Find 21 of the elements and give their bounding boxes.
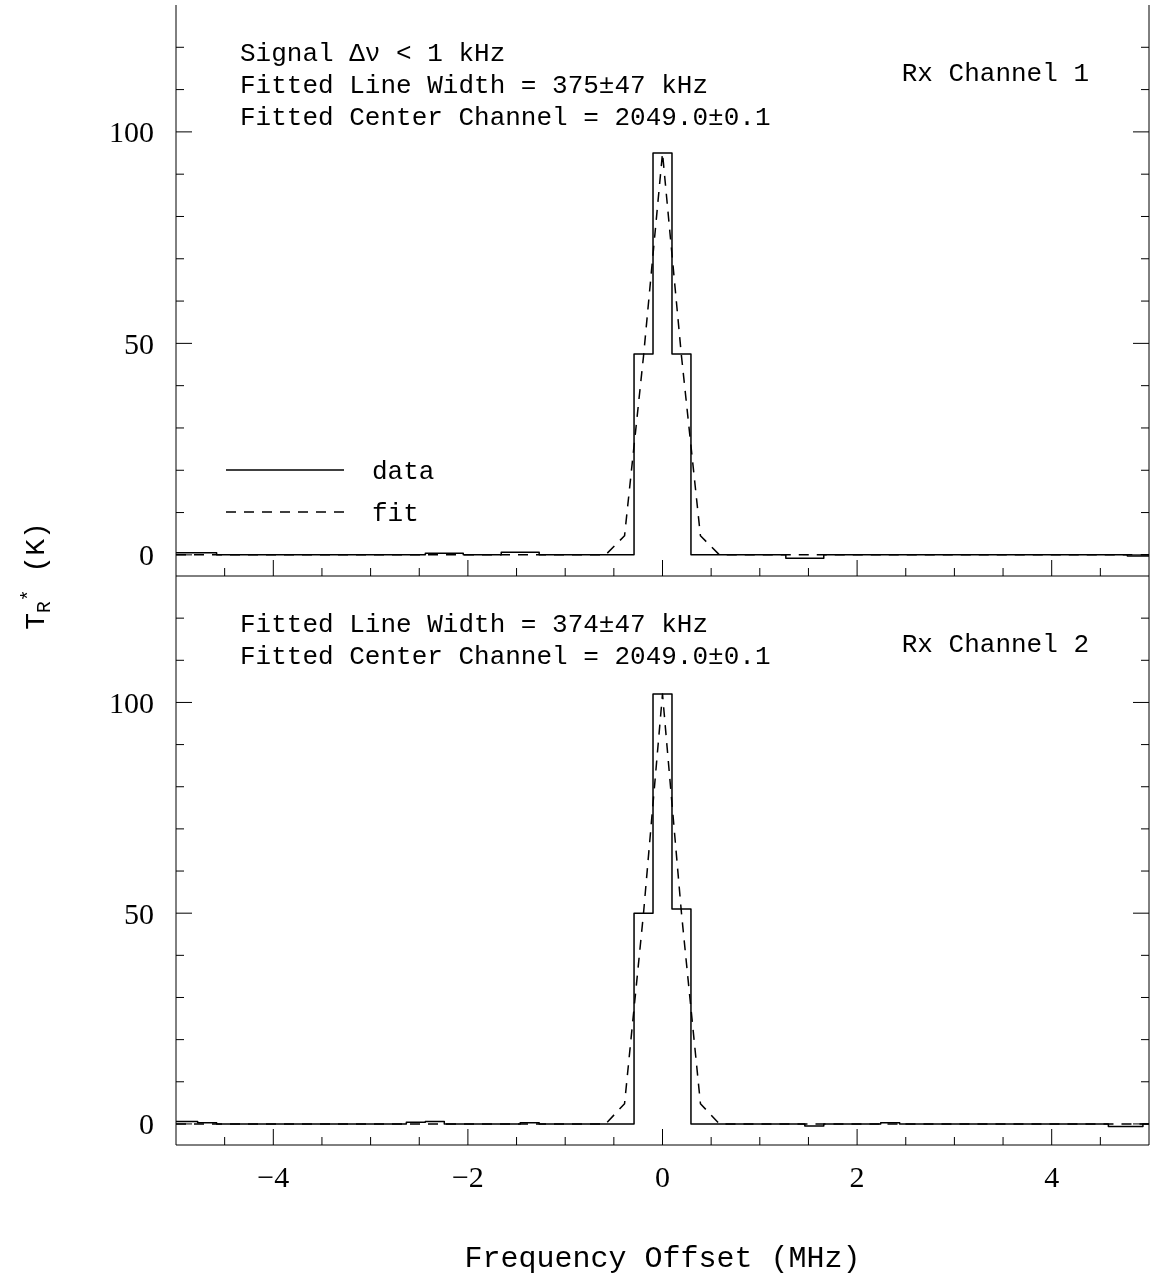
x-tick-label: −2 — [451, 1160, 484, 1193]
y-tick-label: 100 — [109, 115, 154, 149]
annotation: Rx Channel 2 — [901, 630, 1089, 660]
annotation: Signal Δν < 1 kHz — [240, 39, 506, 69]
annotation: Fitted Center Channel = 2049.0±0.1 — [240, 103, 771, 133]
y-tick-label: 50 — [124, 896, 154, 930]
legend-label: data — [372, 457, 435, 488]
x-tick-label: 4 — [1044, 1160, 1060, 1193]
legend-label: fit — [372, 499, 419, 530]
annotation: Rx Channel 1 — [901, 59, 1089, 89]
y-tick-label: 0 — [139, 538, 154, 572]
annotation: Fitted Center Channel = 2049.0±0.1 — [240, 642, 771, 672]
y-tick-label: 50 — [124, 326, 154, 360]
annotation: Fitted Line Width = 375±47 kHz — [240, 71, 709, 101]
x-tick-label: −4 — [257, 1160, 290, 1193]
y-tick-label: 100 — [109, 685, 154, 719]
annotation: Fitted Line Width = 374±47 kHz — [240, 610, 709, 640]
x-axis-title: Frequency Offset (MHz) — [464, 1242, 861, 1276]
x-tick-label: 2 — [849, 1160, 865, 1193]
x-tick-label: 0 — [655, 1160, 670, 1193]
y-tick-label: 0 — [139, 1107, 154, 1141]
